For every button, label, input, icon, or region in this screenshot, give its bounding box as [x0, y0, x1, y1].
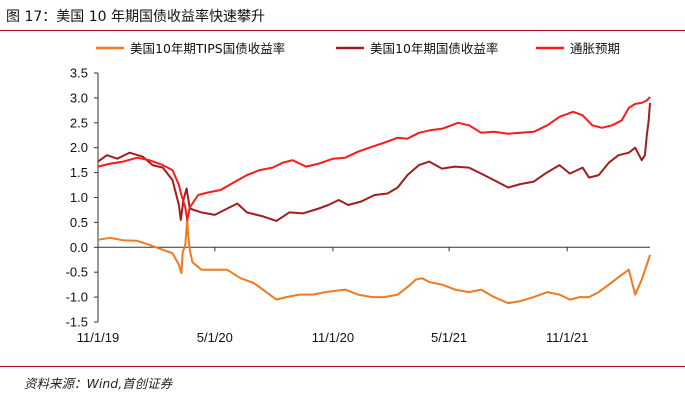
y-tick-label: 3.0 — [70, 90, 88, 105]
y-tick-label: 0.5 — [70, 215, 88, 230]
x-tick-label: 11/1/21 — [546, 330, 588, 345]
y-tick-label: 3.5 — [70, 66, 88, 81]
source-note: 资料来源：Wind,首创证券 — [24, 376, 173, 391]
legend-label-1: 美国10年期TIPS国债收益率 — [130, 41, 285, 56]
series-line-2 — [97, 102, 651, 222]
title-bar: 图 17：美国 10 年期国债收益率快速攀升 — [0, 0, 685, 31]
legend-label-3: 通胀预期 — [570, 41, 620, 56]
y-tick-label: 2.5 — [70, 115, 88, 130]
x-tick-label: 11/1/19 — [77, 330, 119, 345]
line-chart: 3.53.02.52.01.51.00.50.0-0.5-1.0-1.511/1… — [66, 41, 651, 345]
x-tick-label: 5/1/20 — [197, 330, 233, 345]
figure-title: 图 17：美国 10 年期国债收益率快速攀升 — [6, 9, 265, 25]
x-tick-label: 11/1/20 — [312, 330, 354, 345]
y-tick-label: 1.5 — [70, 165, 88, 180]
y-tick-label: -1.5 — [66, 315, 88, 330]
y-tick-label: 2.0 — [70, 140, 88, 155]
y-tick-label: -1.0 — [66, 290, 88, 305]
y-tick-label: 1.0 — [70, 190, 88, 205]
series-line-1 — [97, 215, 651, 305]
x-tick-label: 5/1/21 — [431, 330, 467, 345]
series-line-3 — [97, 96, 651, 221]
footer-rule — [0, 366, 685, 367]
legend-label-2: 美国10年期国债收益率 — [370, 41, 498, 56]
y-tick-label: 0.0 — [70, 240, 88, 255]
y-tick-label: -0.5 — [66, 265, 88, 280]
